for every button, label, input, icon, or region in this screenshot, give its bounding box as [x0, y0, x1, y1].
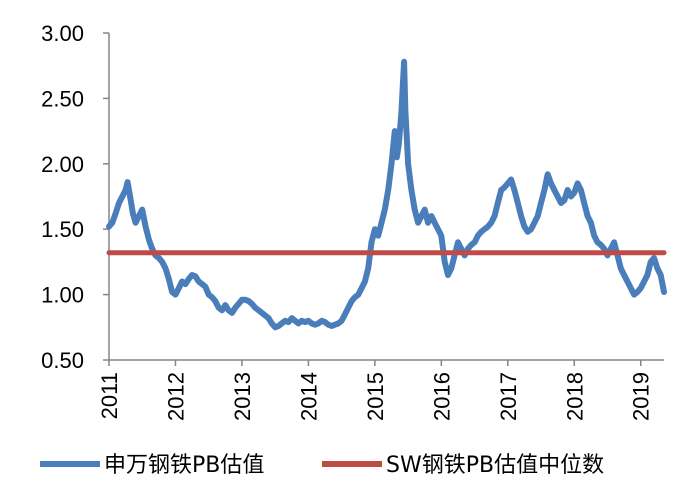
y-tick-label: 0.50: [41, 348, 84, 373]
x-tick-label: 2017: [496, 372, 521, 421]
x-tick-label: 2011: [97, 372, 122, 419]
x-tick-label: 2015: [363, 372, 388, 421]
series-lines: [106, 58, 667, 331]
y-tick-label: 1.50: [41, 217, 84, 242]
series-line-0: [106, 58, 667, 331]
x-tick-label: 2019: [629, 372, 654, 421]
legend-label-0: 申万钢铁PB估值: [104, 453, 264, 478]
x-tick-label: 2014: [296, 372, 321, 421]
legend: 申万钢铁PB估值 SW钢铁PB估值中位数: [40, 453, 604, 478]
x-tick-label: 2018: [562, 372, 587, 421]
y-tick-label: 3.00: [41, 21, 84, 46]
x-tick-label: 2012: [163, 372, 188, 421]
x-tick-label: 2013: [230, 372, 255, 421]
x-axis: 2011 2012 2013 2014 2015 2016 2017 2018 2019: [97, 359, 664, 421]
x-tick-label: 2016: [429, 372, 454, 421]
y-tick-label: 1.00: [41, 283, 84, 308]
y-tick-label: 2.50: [41, 86, 84, 111]
y-axis: 0.50 1.00 1.50 2.00 2.50 3.00: [41, 21, 110, 373]
y-tick-label: 2.00: [41, 152, 84, 177]
legend-label-1: SW钢铁PB估值中位数: [386, 453, 604, 478]
